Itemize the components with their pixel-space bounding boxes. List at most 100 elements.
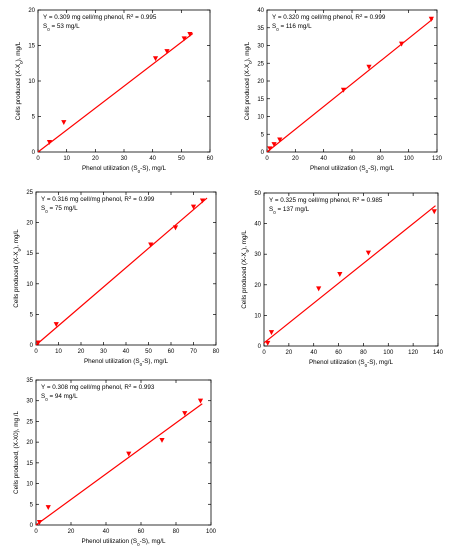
data-point [126, 451, 132, 457]
x-axis-label-text: Phenol utilization (S [310, 165, 366, 172]
y-tick-label: 35 [26, 378, 33, 384]
x-tick-label: 20 [292, 156, 299, 162]
y-axis-label-sub: 0 [19, 61, 24, 64]
concentration-subscript: 0 [45, 209, 48, 214]
x-tick-label: 50 [145, 349, 152, 355]
yield-annotation-text: Y = 0.308 mg cell/mg phenol, R [41, 384, 129, 391]
x-axis-label: Phenol utilization (S0-S), mg/L [310, 165, 395, 174]
r-squared-superscript: 2 [129, 383, 132, 388]
yield-annotation: Y = 0.325 mg cell/mg phenol, R2 = 0.985 [269, 196, 383, 205]
x-tick-label: 30 [100, 349, 107, 355]
r-squared-superscript: 2 [357, 196, 360, 201]
y-axis-label: Cells produced (X-X0), mg/L [15, 41, 24, 120]
data-point [35, 340, 41, 346]
y-tick-label: 40 [257, 8, 264, 14]
concentration-value: = 137 mg/L [276, 206, 310, 213]
y-axis-label-text: Cells produced, (X-X0), mg /L [13, 411, 20, 494]
r-squared-superscript: 2 [131, 13, 134, 18]
y-tick-label: 0 [30, 343, 34, 349]
data-point [277, 137, 283, 143]
concentration-subscript: 0 [47, 27, 50, 32]
y-tick-label: 10 [28, 79, 35, 85]
y-axis-label: Cells produced (X-X0), mg/L [244, 41, 253, 120]
y-axis-label-text: Cells produced (X-X [13, 251, 20, 308]
x-tick-label: 0 [36, 156, 40, 162]
x-axis-label: Phenol utilization (S0-S), mg/L [309, 359, 394, 368]
x-tick-label: 100 [383, 350, 394, 356]
data-point [197, 398, 204, 404]
concentration-symbol: S [41, 393, 45, 400]
y-tick-label: 15 [26, 251, 33, 257]
x-tick-label: 60 [207, 156, 214, 162]
data-point [187, 32, 193, 37]
data-point [46, 139, 53, 145]
yield-annotation: Y = 0.316 mg cell/mg phenol, R2 = 0.999 [41, 195, 155, 204]
data-point [268, 330, 275, 336]
yield-annotation-text: Y = 0.320 mg cell/mg phenol, R [272, 14, 360, 21]
x-tick-label: 140 [433, 350, 444, 356]
r-squared-superscript: 2 [360, 13, 363, 18]
y-tick-label: 50 [254, 191, 261, 197]
data-point [53, 322, 59, 328]
y-tick-label: 15 [26, 461, 33, 467]
x-tick-label: 20 [68, 529, 75, 535]
x-tick-label: 40 [103, 529, 110, 535]
concentration-value: = 75 mg/L [48, 205, 78, 212]
x-tick-label: 20 [78, 349, 85, 355]
yield-annotation-text: Y = 0.309 mg cell/mg phenol, R [43, 14, 131, 21]
concentration-symbol: S [272, 23, 276, 30]
regression-line [263, 205, 436, 344]
x-tick-label: 70 [190, 349, 197, 355]
data-point [61, 120, 67, 126]
y-axis-label-tail: ), mg/L [241, 230, 248, 250]
x-axis-label-tail: -S), mg/L [142, 358, 168, 365]
data-point [148, 242, 154, 248]
y-tick-label: 35 [257, 26, 264, 32]
regression-line [35, 403, 203, 526]
concentration-subscript: 0 [276, 27, 279, 32]
x-axis-label: Phenol utilization (S0-S), mg/L [81, 538, 166, 547]
x-tick-label: 20 [286, 350, 293, 356]
concentration-subscript: 0 [45, 397, 48, 402]
concentration-value: = 53 mg/L [50, 23, 80, 30]
data-point [316, 286, 322, 292]
y-tick-label: 10 [26, 282, 33, 288]
y-tick-label: 15 [28, 44, 35, 50]
regression-line [35, 197, 208, 346]
y-axis-label-tail: ), mg/L [15, 41, 22, 61]
x-tick-label: 80 [213, 349, 220, 355]
data-point [181, 36, 187, 42]
y-axis-label: Cells produced (X-X0), mg/L [13, 229, 22, 308]
x-axis-label-sub: 0 [140, 362, 143, 367]
x-tick-label: 10 [55, 349, 62, 355]
y-tick-label: 20 [26, 440, 33, 446]
data-point [199, 198, 206, 204]
x-axis-label-text: Phenol utilization (S [81, 538, 137, 545]
initial-concentration-annotation: S0 = 53 mg/L [43, 23, 80, 32]
y-tick-label: 30 [26, 399, 33, 405]
y-tick-label: 15 [257, 97, 264, 103]
y-tick-label: 25 [26, 419, 33, 425]
concentration-symbol: S [43, 23, 47, 30]
concentration-symbol: S [41, 205, 45, 212]
x-tick-label: 30 [121, 156, 128, 162]
data-point [190, 204, 197, 210]
concentration-value: = 94 mg/L [48, 393, 78, 400]
y-tick-label: 0 [261, 150, 265, 156]
y-axis-label-sub: 0 [17, 248, 22, 251]
x-tick-label: 80 [377, 156, 384, 162]
initial-concentration-annotation: S0 = 75 mg/L [41, 205, 78, 214]
x-axis-label-tail: -S), mg/L [140, 165, 166, 172]
r-squared-superscript: 2 [129, 195, 132, 200]
y-axis-label-text: Cells produced (X-X [15, 63, 22, 120]
data-point [431, 209, 437, 215]
x-tick-label: 20 [92, 156, 99, 162]
x-axis-label-text: Phenol utilization (S [82, 165, 138, 172]
y-axis-label-sub: 0 [248, 61, 253, 64]
y-tick-label: 25 [257, 61, 264, 67]
y-axis-label-tail: ), mg/L [244, 41, 251, 61]
